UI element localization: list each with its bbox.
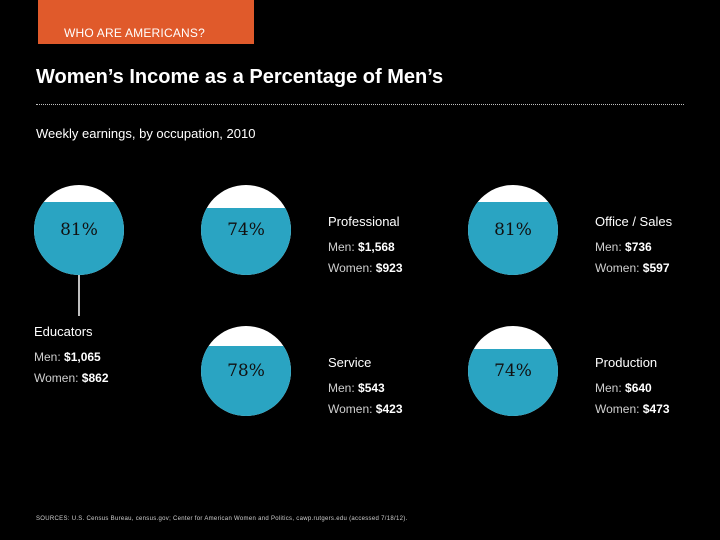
occupation-name: Professional <box>328 214 400 229</box>
pct-label-production: 74% <box>494 361 532 381</box>
women-earnings: Women: $473 <box>595 402 670 416</box>
women-earnings: Women: $923 <box>328 261 403 275</box>
pct-circle-educators: 81% <box>34 185 124 275</box>
women-earnings: Women: $862 <box>34 371 109 385</box>
pct-circle-service: 78% <box>201 326 291 416</box>
title-divider <box>36 104 684 105</box>
pct-circle-office-sales: 81% <box>468 185 558 275</box>
chart-subtitle: Weekly earnings, by occupation, 2010 <box>36 126 256 141</box>
pct-circle-professional: 74% <box>201 185 291 275</box>
pct-circle-production: 74% <box>468 326 558 416</box>
occupation-name: Service <box>328 355 372 370</box>
men-earnings: Men: $543 <box>328 381 385 395</box>
occupation-label-service: Service Men: $543 Women: $423 <box>328 355 403 420</box>
pct-label-educators: 81% <box>60 220 98 240</box>
pct-label-professional: 74% <box>227 220 265 240</box>
pct-fill-educators <box>34 202 124 275</box>
occupation-label-office-sales: Office / Sales Men: $736 Women: $597 <box>595 214 672 279</box>
pct-label-office-sales: 81% <box>494 220 532 240</box>
occupation-label-production: Production Men: $640 Women: $473 <box>595 355 670 420</box>
section-banner <box>38 0 254 44</box>
page-title: Women’s Income as a Percentage of Men’s <box>36 66 444 88</box>
occupation-label-educators: Educators Men: $1,065 Women: $862 <box>34 324 109 389</box>
pct-fill-service <box>201 345 291 416</box>
men-earnings: Men: $1,065 <box>34 350 101 364</box>
women-earnings: Women: $597 <box>595 261 670 275</box>
occupation-name: Office / Sales <box>595 214 673 229</box>
occupation-name: Production <box>595 355 658 370</box>
pct-fill-production <box>468 349 558 416</box>
occupation-name: Educators <box>34 324 93 339</box>
men-earnings: Men: $640 <box>595 381 652 395</box>
educators-connector-line <box>78 260 80 316</box>
sources-footnote: SOURCES: U.S. Census Bureau, census.gov;… <box>36 516 408 522</box>
pct-fill-professional <box>201 208 291 275</box>
pct-fill-office-sales <box>468 202 558 275</box>
section-banner-label: WHO ARE AMERICANS? <box>64 26 205 40</box>
men-earnings: Men: $1,568 <box>328 240 395 254</box>
men-earnings: Men: $736 <box>595 240 652 254</box>
pct-label-service: 78% <box>227 361 265 381</box>
occupation-label-professional: Professional Men: $1,568 Women: $923 <box>328 214 403 279</box>
women-earnings: Women: $423 <box>328 402 403 416</box>
